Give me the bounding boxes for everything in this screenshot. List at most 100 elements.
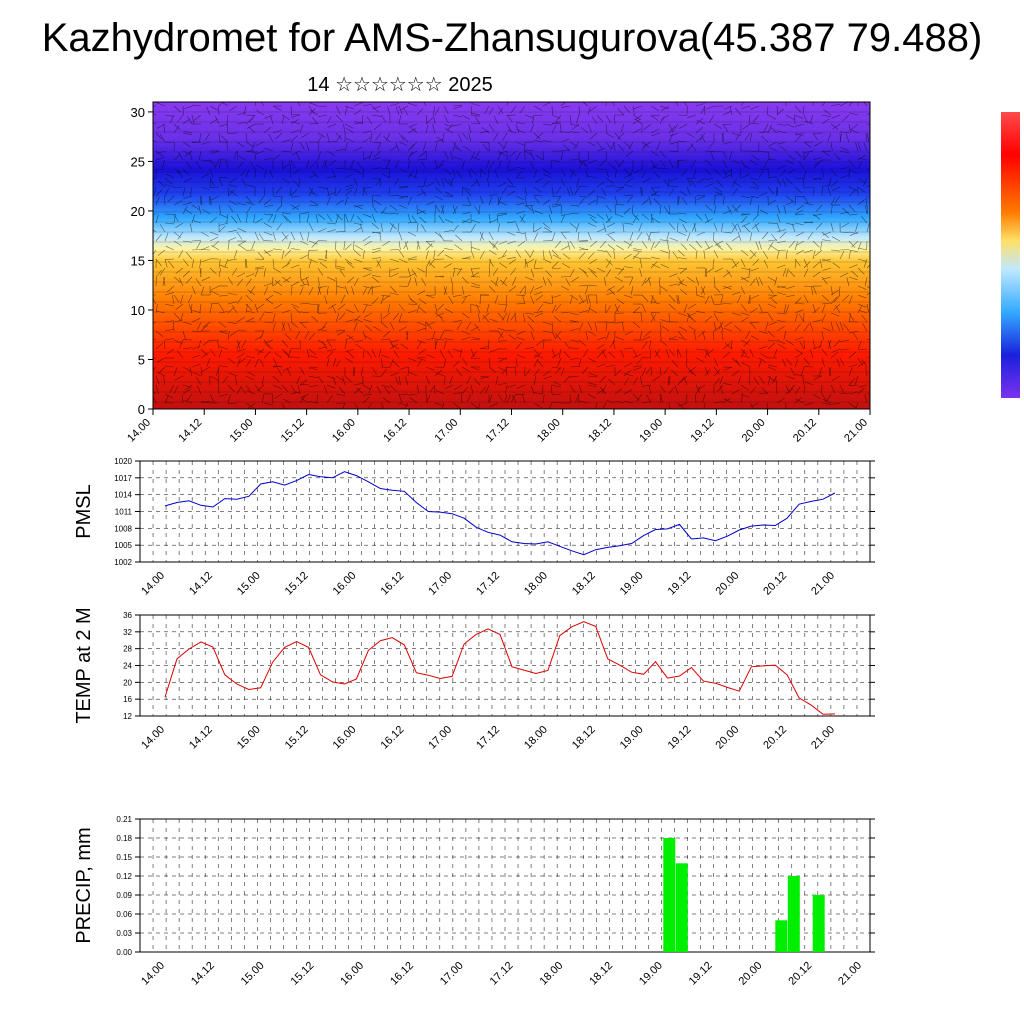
wind-barb: [353, 187, 358, 197]
wind-barb: [599, 386, 607, 395]
wind-barb: [389, 223, 394, 233]
wind-barb: [477, 313, 481, 323]
wind-barb: [372, 285, 382, 288]
wind-barb: [398, 141, 408, 146]
x-tick-label: 18.00: [537, 960, 565, 988]
wind-barb: [498, 357, 508, 362]
wind-barb: [497, 212, 508, 215]
wind-barb: [704, 366, 709, 376]
wind-barb: [560, 177, 565, 187]
wind-barb: [322, 341, 328, 350]
wind-barb: [353, 146, 363, 152]
wind-barb: [758, 150, 768, 153]
wind-barb: [164, 393, 174, 399]
wind-barb: [594, 322, 598, 332]
wind-barb: [634, 118, 643, 125]
wind-barb: [830, 168, 837, 177]
wind-barb: [695, 276, 700, 286]
wind-barb: [470, 123, 481, 125]
wind-barb: [749, 249, 757, 257]
wind-barb: [795, 249, 805, 255]
wind-barb: [276, 222, 283, 231]
y-tick-label: 28: [123, 645, 132, 654]
wind-barb: [230, 215, 238, 224]
wind-barb: [182, 330, 186, 340]
wind-barb: [608, 378, 616, 386]
wind-barb: [380, 402, 385, 409]
wind-barb: [236, 339, 241, 349]
wind-barb: [416, 267, 426, 273]
wind-barb: [776, 186, 778, 197]
wind-barb: [398, 115, 402, 125]
wind-barb: [209, 159, 217, 167]
wind-barb: [196, 377, 202, 386]
wind-barb: [803, 294, 809, 304]
wind-barb: [497, 332, 504, 341]
wind-barb: [470, 151, 475, 161]
wind-barb: [614, 369, 622, 377]
wind-barb: [587, 284, 598, 287]
wind-barb: [731, 222, 738, 231]
wind-barb: [470, 326, 479, 332]
wind-barb: [749, 402, 755, 409]
wind-barb: [281, 250, 285, 260]
wind-barb: [345, 348, 355, 353]
wind-barb: [563, 375, 571, 383]
wind-barb: [750, 267, 760, 272]
wind-barb: [255, 141, 265, 146]
wind-barb: [162, 276, 166, 286]
wind-barb: [292, 168, 301, 175]
wind-barb: [582, 269, 589, 278]
wind-barb: [858, 348, 868, 351]
wind-barb: [821, 393, 828, 402]
wind-barb: [443, 263, 452, 269]
wind-barb: [530, 123, 535, 133]
wind-barb: [854, 375, 859, 385]
wind-barb: [647, 277, 652, 287]
wind-barb: [290, 384, 297, 393]
wind-barb: [686, 276, 695, 283]
wind-barb: [858, 384, 868, 388]
x-tick-label: 18.12: [570, 724, 598, 752]
wind-barb: [524, 204, 535, 207]
wind-barb: [182, 270, 190, 278]
wind-barb: [647, 231, 652, 241]
wind-barb: [282, 398, 292, 404]
wind-barb: [497, 160, 502, 170]
wind-barb: [731, 312, 741, 316]
wind-barb: [659, 105, 669, 109]
wind-barb: [534, 285, 544, 290]
precip-bar: [775, 920, 788, 952]
wind-barb: [613, 250, 616, 260]
wind-barb: [542, 276, 547, 286]
wind-barb: [444, 254, 454, 260]
wind-barb: [722, 159, 728, 169]
wind-barb: [263, 402, 273, 406]
wind-barb: [668, 376, 671, 386]
wind-barb: [788, 384, 796, 392]
wind-barb: [218, 132, 221, 142]
wind-barb: [497, 382, 507, 386]
wind-barb: [507, 168, 517, 171]
wind-barb: [409, 298, 418, 305]
wind-barb: [650, 105, 659, 112]
x-tick-label: 17.00: [426, 724, 454, 752]
wind-barb: [531, 205, 535, 215]
wind-barb: [740, 285, 745, 295]
wind-barb: [763, 251, 769, 260]
wind-barb: [493, 132, 499, 141]
wind-barb: [378, 348, 382, 358]
wind-barb: [272, 129, 282, 134]
wind-barb: [865, 367, 868, 377]
wind-barb: [362, 137, 371, 143]
wind-barb: [317, 228, 327, 233]
wind-barb: [551, 393, 562, 395]
wind-barb: [156, 102, 166, 107]
wind-barb: [770, 126, 778, 134]
wind-barb: [548, 205, 553, 215]
wind-barb: [849, 231, 859, 237]
wind-barb: [326, 222, 337, 225]
wind-barb: [200, 324, 208, 332]
wind-barb: [255, 267, 265, 270]
